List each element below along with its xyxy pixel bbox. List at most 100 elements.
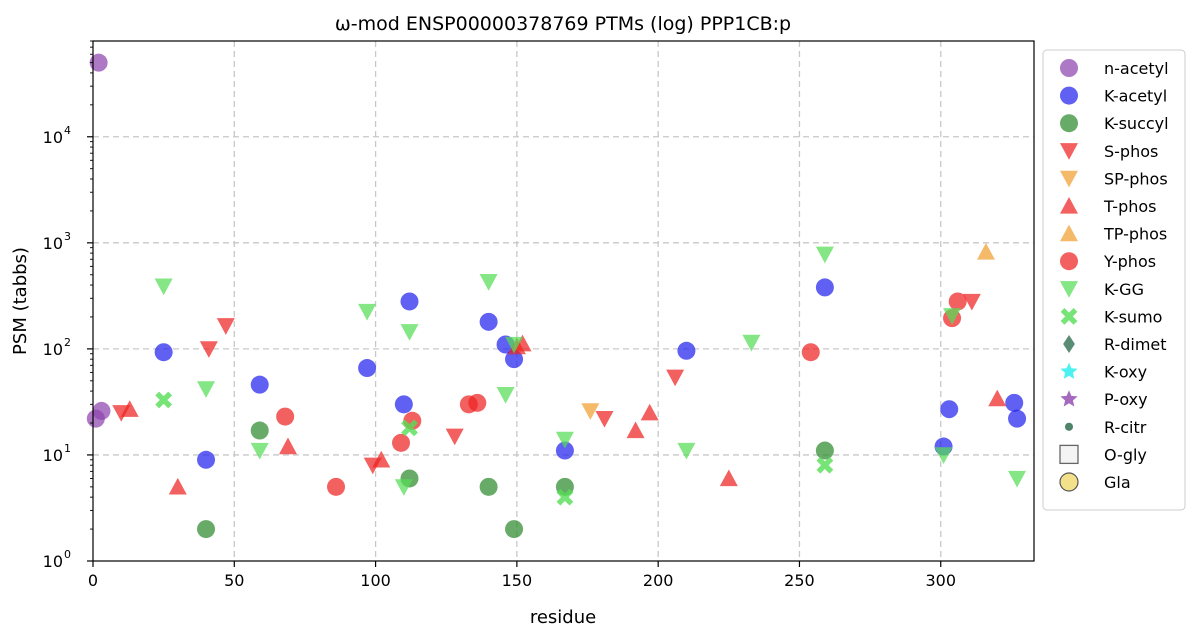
data-point-K-acetyl (505, 350, 524, 369)
data-point-K-succyl (479, 477, 498, 496)
data-point-TP-phos (976, 242, 995, 260)
data-point-T-phos (988, 389, 1007, 407)
legend-marker-K-oxy (1060, 362, 1078, 379)
legend-marker-K-GG (1060, 281, 1078, 298)
data-point-T-phos (626, 421, 645, 439)
y-tick-label-base: 10 (43, 128, 63, 147)
data-point-S-phos (595, 410, 614, 428)
data-point-K-acetyl (154, 343, 173, 362)
y-tick-label-base: 10 (43, 446, 63, 465)
y-tick-label-exponent: 2 (64, 336, 71, 349)
data-point-K-GG (742, 334, 761, 352)
legend-label: R-citr (1104, 418, 1147, 437)
legend-label: O-gly (1104, 445, 1147, 464)
data-point-Y-phos (327, 477, 346, 496)
legend-marker-Y-phos (1060, 252, 1078, 271)
data-point-T-phos (719, 469, 738, 487)
legend: n-acetyl K-acetyl K-succyl S-phos SP-phos T-p… (1042, 49, 1186, 511)
legend-marker-R-citr (1064, 422, 1074, 431)
data-point-K-GG (400, 324, 419, 341)
data-point-K-GG (250, 442, 269, 460)
x-tick-label: 50 (224, 571, 244, 590)
data-point-K-sumo (401, 419, 418, 437)
data-point-S-phos (445, 428, 464, 446)
legend-label: P-oxy (1104, 390, 1148, 409)
legend-label: K-GG (1104, 280, 1144, 299)
data-point-S-phos (216, 318, 235, 335)
y-axis-label: PSM (tabbs) (10, 247, 31, 355)
legend-label: Gla (1104, 473, 1131, 492)
data-point-K-GG (479, 274, 498, 291)
data-point-K-sumo (155, 391, 173, 409)
data-point-T-phos (168, 477, 187, 495)
data-point-K-succyl (197, 520, 216, 539)
plot-area-frame (92, 40, 1035, 562)
legend-label: Y-phos (1103, 252, 1156, 271)
data-point-K-GG (394, 479, 413, 496)
data-point-SP-phos (581, 403, 600, 420)
data-point-n-acetyl (86, 409, 105, 428)
data-point-K-GG (815, 246, 834, 264)
x-tick-label: 0 (88, 571, 98, 590)
y-tick-label-base: 10 (43, 340, 63, 359)
x-tick-label: 150 (502, 571, 533, 590)
data-point-K-succyl (250, 421, 269, 440)
legend-marker-Gla (1059, 472, 1079, 492)
data-point-K-GG (154, 278, 173, 296)
x-axis-label: residue (530, 607, 596, 628)
data-points (86, 53, 1027, 539)
legend-marker-S-phos (1060, 143, 1078, 160)
legend-label: SP-phos (1104, 169, 1168, 188)
data-point-K-GG (934, 447, 953, 464)
legend-marker-SP-phos (1060, 170, 1078, 188)
data-point-K-GG (505, 336, 524, 354)
data-point-K-sumo (556, 488, 574, 506)
data-point-K-sumo (816, 456, 834, 474)
data-point-n-acetyl (89, 53, 108, 72)
data-point-K-GG (496, 387, 515, 404)
legend-marker-TP-phos (1060, 224, 1078, 242)
data-point-T-phos (120, 400, 139, 417)
data-point-Y-phos (276, 407, 295, 426)
data-point-K-acetyl (250, 375, 269, 394)
legend-marker-K-succyl (1060, 114, 1078, 133)
data-point-K-succyl (815, 441, 834, 460)
y-tick-label-exponent: 1 (64, 442, 71, 455)
data-point-K-GG (197, 381, 216, 398)
data-point-K-GG (555, 431, 574, 449)
data-point-K-acetyl (677, 341, 696, 360)
x-tick-label: 250 (784, 571, 815, 590)
data-point-K-acetyl (815, 278, 834, 297)
legend-label: K-succyl (1104, 114, 1169, 133)
data-point-T-phos (278, 437, 297, 455)
legend-marker-K-acetyl (1060, 86, 1078, 105)
x-tick-label: 200 (643, 571, 674, 590)
data-point-K-acetyl (358, 359, 377, 378)
data-point-T-phos (372, 450, 391, 468)
data-point-K-acetyl (394, 395, 413, 414)
data-point-S-phos (666, 369, 685, 387)
data-point-Y-phos (801, 343, 820, 362)
legend-marker-R-dimet (1063, 335, 1075, 353)
data-point-Y-phos (392, 433, 411, 452)
data-point-K-GG (943, 308, 962, 325)
y-tick-label-exponent: 0 (64, 548, 71, 561)
data-point-K-succyl (505, 520, 524, 539)
x-tick-label: 100 (360, 571, 391, 590)
y-tick-label-base: 10 (43, 552, 63, 571)
data-point-Y-phos (948, 292, 967, 311)
legend-label: n-acetyl (1104, 59, 1169, 78)
legend-label: S-phos (1104, 142, 1158, 161)
data-point-K-GG (358, 303, 377, 321)
legend-label: K-oxy (1104, 363, 1147, 382)
data-point-K-acetyl (197, 450, 216, 469)
chart-title: ω-mod ENSP00000378769 PTMs (log) PPP1CB:… (335, 13, 791, 35)
y-tick-label-exponent: 3 (64, 230, 71, 243)
legend-marker-P-oxy (1060, 390, 1078, 407)
legend-marker-T-phos (1060, 197, 1078, 214)
legend-marker-K-sumo (1060, 308, 1078, 325)
legend-label: K-sumo (1104, 307, 1162, 326)
x-axis-ticks: 0 50 100 150 200 250 300 (88, 561, 956, 590)
legend-label: R-dimet (1104, 335, 1167, 354)
